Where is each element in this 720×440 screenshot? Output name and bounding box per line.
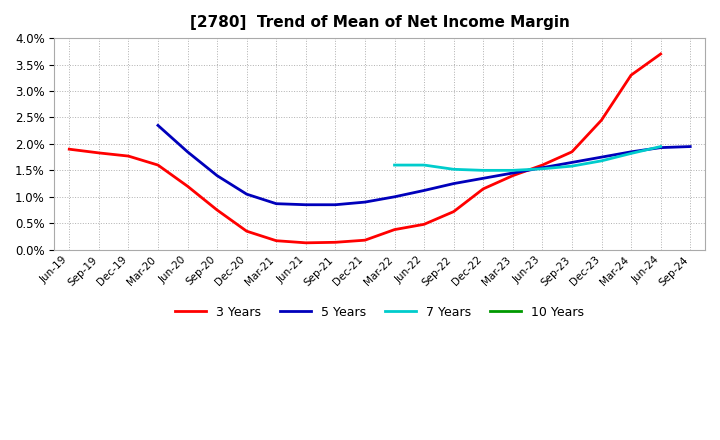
7 Years (449, 167, 458, 172)
5 Years (183, 149, 192, 154)
5 Years (272, 201, 281, 206)
3 Years (183, 183, 192, 189)
5 Years (626, 149, 635, 154)
5 Years (243, 191, 251, 197)
7 Years (508, 168, 517, 173)
3 Years (567, 149, 576, 154)
3 Years (124, 154, 132, 159)
3 Years (302, 240, 310, 246)
5 Years (567, 160, 576, 165)
5 Years (331, 202, 340, 207)
Line: 7 Years: 7 Years (395, 147, 661, 170)
5 Years (479, 176, 487, 181)
7 Years (420, 162, 428, 168)
Line: 5 Years: 5 Years (158, 125, 690, 205)
7 Years (390, 162, 399, 168)
5 Years (361, 199, 369, 205)
5 Years (686, 144, 695, 149)
5 Years (657, 145, 665, 150)
3 Years (626, 73, 635, 78)
5 Years (213, 173, 222, 178)
3 Years (153, 162, 162, 168)
5 Years (420, 188, 428, 193)
3 Years (361, 238, 369, 243)
Title: [2780]  Trend of Mean of Net Income Margin: [2780] Trend of Mean of Net Income Margi… (190, 15, 570, 30)
7 Years (626, 151, 635, 156)
3 Years (597, 117, 606, 123)
3 Years (94, 150, 103, 156)
3 Years (479, 186, 487, 191)
5 Years (538, 165, 546, 170)
3 Years (213, 207, 222, 213)
3 Years (272, 238, 281, 243)
7 Years (538, 166, 546, 172)
7 Years (479, 168, 487, 173)
3 Years (390, 227, 399, 232)
5 Years (153, 123, 162, 128)
3 Years (449, 209, 458, 214)
5 Years (597, 154, 606, 160)
5 Years (390, 194, 399, 199)
5 Years (508, 170, 517, 176)
7 Years (657, 144, 665, 149)
7 Years (567, 164, 576, 169)
3 Years (65, 147, 73, 152)
3 Years (538, 162, 546, 168)
5 Years (449, 181, 458, 186)
3 Years (331, 240, 340, 245)
3 Years (243, 228, 251, 234)
Line: 3 Years: 3 Years (69, 54, 661, 243)
7 Years (597, 158, 606, 164)
3 Years (508, 173, 517, 178)
3 Years (657, 51, 665, 57)
5 Years (302, 202, 310, 207)
Legend: 3 Years, 5 Years, 7 Years, 10 Years: 3 Years, 5 Years, 7 Years, 10 Years (170, 301, 590, 324)
3 Years (420, 222, 428, 227)
